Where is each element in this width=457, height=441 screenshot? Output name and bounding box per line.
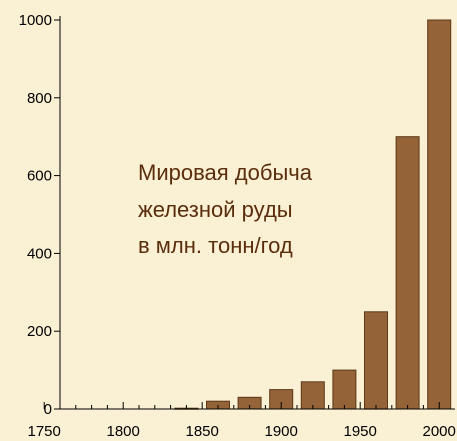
x-tick-label-1800: 1800 bbox=[107, 423, 140, 440]
bar-1980 bbox=[395, 136, 420, 410]
y-tick-label-600: 600 bbox=[27, 168, 52, 185]
y-tick-label-0: 0 bbox=[44, 401, 52, 418]
annotation-line-3: в млн. тонн/год bbox=[138, 233, 293, 258]
bar-1940 bbox=[332, 369, 357, 410]
x-axis-ticks: 1750 1800 1850 1900 1950 2000 bbox=[28, 402, 456, 440]
y-tick-label-800: 800 bbox=[27, 90, 52, 107]
x-tick-label-1950: 1950 bbox=[344, 423, 377, 440]
x-tick-label-2000: 2000 bbox=[423, 423, 456, 440]
annotation-line-2: железной руды bbox=[138, 197, 293, 222]
x-tick-label-1900: 1900 bbox=[265, 423, 298, 440]
y-tick-label-400: 400 bbox=[27, 245, 52, 262]
y-tick-label-200: 200 bbox=[27, 323, 52, 340]
bar-1920 bbox=[300, 381, 325, 410]
bar-1960 bbox=[364, 311, 388, 410]
bar-2000 bbox=[427, 19, 452, 410]
annotation-line-1: Мировая добыча bbox=[138, 160, 313, 185]
axes bbox=[59, 16, 455, 410]
y-tick-label-1000: 1000 bbox=[19, 12, 52, 29]
y-axis-ticks: 0 200 400 600 800 1000 bbox=[19, 12, 60, 418]
x-tick-label-1850: 1850 bbox=[186, 423, 219, 440]
x-tick-label-1750: 1750 bbox=[28, 423, 61, 440]
